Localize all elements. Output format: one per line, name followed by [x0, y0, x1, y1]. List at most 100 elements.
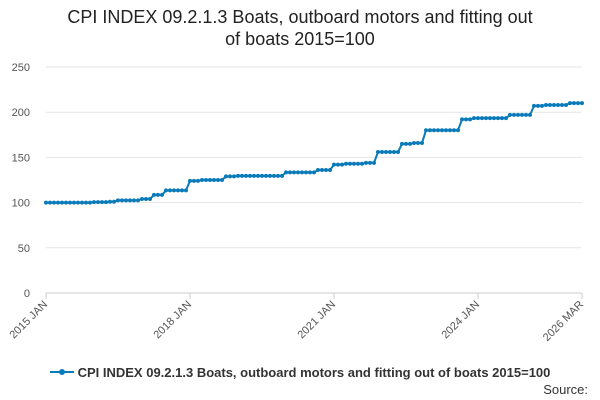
data-point[interactable] — [212, 178, 216, 182]
data-point[interactable] — [60, 200, 64, 205]
data-point[interactable] — [512, 112, 516, 117]
data-point[interactable] — [460, 117, 464, 122]
data-point[interactable] — [320, 168, 324, 173]
data-point[interactable] — [92, 200, 96, 205]
data-point[interactable] — [160, 192, 164, 197]
data-point[interactable] — [184, 188, 188, 193]
data-point[interactable] — [280, 173, 284, 178]
data-point[interactable] — [100, 200, 104, 205]
data-point[interactable] — [444, 128, 448, 133]
data-point[interactable] — [416, 140, 420, 145]
data-point[interactable] — [104, 200, 108, 205]
data-point[interactable] — [496, 116, 500, 121]
data-point[interactable] — [360, 161, 364, 166]
data-point[interactable] — [264, 173, 268, 178]
data-point[interactable] — [260, 173, 264, 178]
data-point[interactable] — [556, 102, 560, 107]
data-point[interactable] — [328, 168, 332, 173]
data-point[interactable] — [124, 198, 128, 203]
data-point[interactable] — [508, 112, 512, 117]
data-point[interactable] — [48, 200, 52, 205]
data-point[interactable] — [272, 173, 276, 178]
data-point[interactable] — [476, 116, 480, 121]
data-point[interactable] — [376, 149, 380, 154]
data-point[interactable] — [136, 198, 140, 203]
data-point[interactable] — [364, 160, 368, 165]
data-point[interactable] — [536, 103, 540, 108]
data-point[interactable] — [252, 173, 256, 178]
data-point[interactable] — [156, 192, 160, 197]
data-point[interactable] — [516, 112, 520, 117]
data-point[interactable] — [504, 116, 508, 121]
data-point[interactable] — [400, 141, 404, 146]
data-point[interactable] — [436, 128, 440, 133]
data-point[interactable] — [308, 170, 312, 175]
data-point[interactable] — [200, 178, 204, 182]
data-point[interactable] — [472, 116, 476, 121]
data-point[interactable] — [448, 128, 452, 133]
data-point[interactable] — [312, 170, 316, 175]
data-point[interactable] — [440, 128, 444, 133]
data-point[interactable] — [64, 200, 68, 205]
data-point[interactable] — [524, 112, 528, 117]
data-point[interactable] — [108, 199, 112, 204]
data-point[interactable] — [268, 173, 272, 178]
data-point[interactable] — [384, 149, 388, 154]
data-point[interactable] — [428, 128, 432, 133]
data-point[interactable] — [224, 174, 228, 179]
data-point[interactable] — [488, 116, 492, 121]
legend-item[interactable]: CPI INDEX 09.2.1.3 Boats, outboard motor… — [49, 365, 550, 380]
data-point[interactable] — [332, 162, 336, 167]
data-point[interactable] — [236, 173, 240, 178]
data-point[interactable] — [140, 196, 144, 201]
data-point[interactable] — [148, 196, 152, 201]
data-point[interactable] — [96, 200, 100, 205]
data-point[interactable] — [412, 140, 416, 145]
data-point[interactable] — [500, 116, 504, 121]
data-point[interactable] — [552, 102, 556, 107]
data-point[interactable] — [292, 170, 296, 175]
data-point[interactable] — [424, 128, 428, 133]
data-point[interactable] — [520, 112, 524, 117]
data-point[interactable] — [172, 188, 176, 193]
data-point[interactable] — [548, 102, 552, 107]
data-point[interactable] — [404, 141, 408, 146]
data-point[interactable] — [192, 178, 196, 183]
data-point[interactable] — [480, 116, 484, 121]
data-point[interactable] — [388, 149, 392, 154]
data-point[interactable] — [316, 168, 320, 173]
data-point[interactable] — [52, 200, 56, 205]
data-point[interactable] — [396, 149, 400, 154]
data-point[interactable] — [284, 170, 288, 175]
data-point[interactable] — [304, 170, 308, 175]
data-point[interactable] — [336, 162, 340, 167]
data-point[interactable] — [204, 178, 208, 182]
data-point[interactable] — [580, 101, 584, 106]
data-point[interactable] — [80, 200, 84, 205]
data-point[interactable] — [232, 174, 236, 179]
data-point[interactable] — [84, 200, 88, 205]
data-point[interactable] — [484, 116, 488, 121]
data-point[interactable] — [352, 161, 356, 166]
data-point[interactable] — [372, 160, 376, 165]
data-point[interactable] — [216, 178, 220, 182]
data-point[interactable] — [76, 200, 80, 205]
data-point[interactable] — [432, 128, 436, 133]
data-point[interactable] — [72, 200, 76, 205]
data-point[interactable] — [420, 140, 424, 145]
data-point[interactable] — [288, 170, 292, 175]
data-point[interactable] — [356, 161, 360, 166]
data-point[interactable] — [56, 200, 60, 205]
data-point[interactable] — [300, 170, 304, 175]
data-point[interactable] — [348, 161, 352, 166]
data-point[interactable] — [572, 101, 576, 106]
data-point[interactable] — [324, 168, 328, 173]
data-point[interactable] — [256, 173, 260, 178]
data-point[interactable] — [368, 160, 372, 165]
data-point[interactable] — [176, 188, 180, 193]
data-point[interactable] — [180, 188, 184, 193]
data-point[interactable] — [240, 173, 244, 178]
data-point[interactable] — [560, 102, 564, 107]
data-point[interactable] — [576, 101, 580, 106]
data-point[interactable] — [492, 116, 496, 121]
